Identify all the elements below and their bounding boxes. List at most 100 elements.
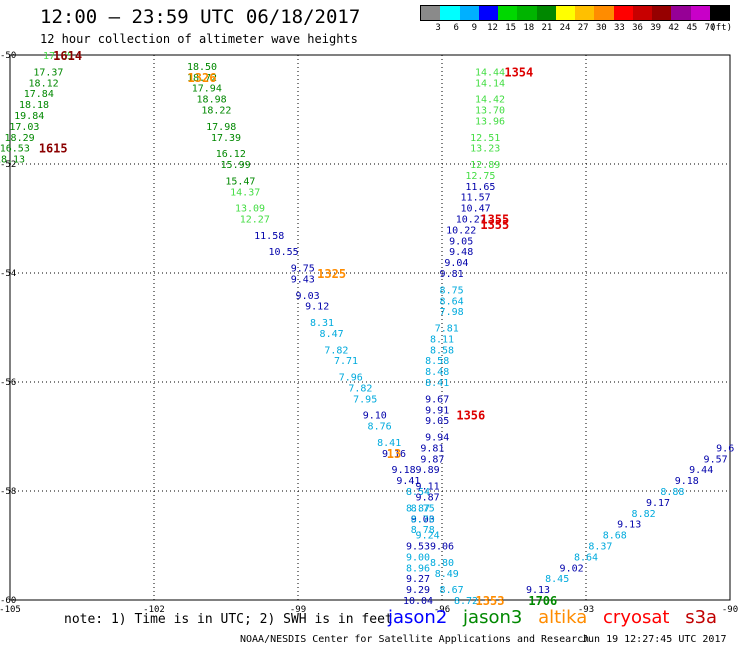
wave-height-value: 8.64	[440, 296, 464, 307]
color-scale-label: 15	[505, 23, 517, 33]
wave-height-value: 9.67	[425, 394, 449, 405]
color-scale-label: 36	[632, 23, 643, 33]
wave-height-value: 7.82	[324, 345, 348, 356]
page-subtitle: 12 hour collection of altimeter wave hei…	[40, 32, 358, 46]
color-swatch	[536, 6, 556, 20]
wave-height-value: 9.03	[411, 514, 435, 525]
wave-height-value: 18.22	[201, 106, 231, 117]
wave-height-value: 10.04	[403, 596, 433, 607]
wave-height-value: 9.53	[406, 542, 430, 553]
wave-height-value: 9.24	[416, 531, 440, 542]
wave-height-value: 7.71	[334, 356, 358, 367]
pass-number-label: 1614	[53, 49, 82, 63]
wave-height-value: 17.37	[33, 67, 63, 78]
latitude-tick-label: -52	[0, 160, 16, 170]
longitude-tick-label: -105	[0, 605, 21, 615]
wave-height-value: 12.27	[240, 215, 270, 226]
latitude-tick-label: -56	[0, 378, 16, 388]
wave-height-value: 10.27	[456, 215, 486, 226]
legend-altika: altika	[538, 607, 588, 628]
wave-height-value: 8.67	[440, 585, 464, 596]
footnote: note: 1) Time is in UTC; 2) SWH is in fe…	[64, 612, 393, 627]
wave-height-value: 12.89	[470, 160, 500, 171]
color-swatch	[478, 6, 498, 20]
color-scale-label: 27	[577, 23, 589, 33]
wave-height-value: 13.96	[475, 116, 505, 127]
color-swatch	[555, 6, 575, 20]
wave-height-value: 11.58	[254, 231, 284, 242]
wave-height-value: 9.81	[420, 443, 444, 454]
longitude-tick-label: -99	[290, 605, 306, 615]
color-scale-label: 39	[650, 23, 662, 33]
wave-height-value: 11.57	[461, 193, 491, 204]
wave-height-value: 8.87	[406, 503, 430, 514]
latitude-tick-label: -60	[0, 596, 16, 606]
color-scale: 3 6 9 12 15 18 21 24 27 30 33 36 39 42 45 70 (ft)	[420, 5, 732, 35]
wave-height-value: 8.11	[430, 334, 454, 345]
wave-height-value: 8.58	[425, 356, 449, 367]
wave-height-value: 9.05	[425, 416, 449, 427]
wave-height-value: 9.04	[444, 258, 468, 269]
wave-height-value: 19.84	[14, 111, 44, 122]
wave-height-value: 9.27	[406, 574, 430, 585]
pass-number-label: 1356	[456, 409, 485, 423]
wave-height-value: 9.11	[416, 482, 440, 493]
color-scale-label: 42	[668, 23, 680, 33]
wave-height-value: 16.53	[0, 144, 30, 155]
wave-height-value: 8.88	[660, 487, 684, 498]
color-swatch	[498, 6, 518, 20]
wave-height-value: 8.48	[425, 367, 449, 378]
color-scale-label: 33	[613, 23, 625, 33]
page-title: 12:00 — 23:59 UTC 06/18/2017	[40, 6, 361, 28]
wave-height-value: 18.72	[187, 73, 217, 84]
wave-height-value: 8.75	[440, 285, 464, 296]
color-scale-swatches	[420, 5, 730, 21]
wave-height-value: 8.72	[454, 596, 478, 607]
color-swatch	[575, 6, 595, 20]
wave-height-value: 9.94	[425, 433, 449, 444]
legend-cryosat: cryosat	[603, 607, 670, 628]
wave-height-value: 8.70	[411, 514, 435, 525]
pass-number-label: 1353	[476, 594, 505, 608]
wave-height-value: 13.23	[470, 144, 500, 155]
wave-height-value: 8.64	[574, 552, 598, 563]
wave-height-value: 8.41	[377, 438, 401, 449]
color-swatch	[459, 6, 479, 20]
wave-height-value: 7.82	[348, 383, 372, 394]
wave-height-value: 9.89	[416, 465, 440, 476]
wave-height-value: 8.45	[545, 574, 569, 585]
latitude-tick-label: -58	[0, 487, 16, 497]
wave-height-value: 9.81	[440, 269, 464, 280]
wave-height-value: 17.84	[24, 89, 54, 100]
satellite-legend: jason2 jason3 altika cryosat s3a	[388, 607, 727, 628]
wave-height-value: 9.13	[526, 585, 550, 596]
color-scale-labels: 3 6 9 12 15 18 21 24 27 30 33 36 39 42 45 70 (ft)	[420, 21, 732, 35]
color-swatch	[632, 6, 652, 20]
longitude-tick-label: -96	[434, 605, 450, 615]
wave-height-value: 9.43	[291, 274, 315, 285]
wave-height-value: 8.80	[430, 558, 454, 569]
wave-height-value: 9.00	[406, 552, 430, 563]
wave-height-value: 15.99	[221, 160, 251, 171]
color-scale-label: 18	[523, 23, 535, 33]
legend-jason3: jason3	[463, 607, 523, 628]
wave-height-value: 14.44	[475, 67, 505, 78]
wave-height-value: 9.48	[449, 247, 473, 258]
credit-line: NOAA/NESDIS Center for Satellite Applica…	[240, 634, 590, 645]
color-scale-label: 30	[595, 23, 607, 33]
color-scale-label: 21	[541, 23, 553, 33]
wave-height-value: 8.96	[406, 563, 430, 574]
pass-number-label: 1355	[480, 218, 509, 232]
wave-height-value: 9.6	[716, 443, 734, 454]
wave-height-value: 16.12	[216, 149, 246, 160]
map-frame	[9, 54, 731, 601]
wave-height-value: 9.18	[675, 476, 699, 487]
wave-height-value: 9.05	[449, 236, 473, 247]
color-scale-label: 3	[435, 23, 441, 33]
pass-number-label: 1326	[188, 71, 217, 85]
wave-height-value: 10.47	[461, 204, 491, 215]
color-swatch	[421, 6, 441, 20]
wave-height-value: 8.68	[603, 531, 627, 542]
color-scale-label: 12	[487, 23, 498, 33]
wave-height-value: 9.87	[416, 492, 440, 503]
